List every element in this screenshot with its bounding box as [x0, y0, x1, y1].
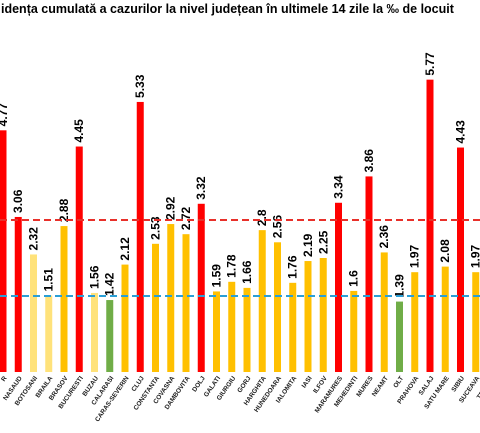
bar: [136, 101, 144, 373]
value-label: 1.42: [103, 272, 117, 296]
value-label: 2.92: [164, 196, 178, 220]
bar: [167, 224, 175, 372]
value-label: 4.45: [72, 119, 86, 143]
bar: [75, 146, 83, 372]
bar: [365, 176, 373, 372]
value-label: 4.43: [454, 120, 468, 144]
value-label: 2.72: [179, 207, 193, 231]
x-tick-label: R: [0, 375, 9, 383]
value-label: 1.97: [469, 245, 480, 269]
value-label: 1.78: [225, 254, 239, 278]
bar: [472, 272, 480, 372]
bar: [121, 264, 129, 372]
bar: [30, 254, 37, 372]
bar: [350, 290, 358, 372]
bar: [0, 130, 7, 372]
value-label: 1.39: [393, 274, 407, 298]
value-label: 2.56: [271, 215, 285, 239]
value-label: 2.88: [57, 198, 71, 222]
bar: [411, 272, 419, 372]
value-label: 1.76: [286, 255, 300, 279]
bar: [258, 230, 266, 372]
bar: [213, 291, 220, 372]
bar: [396, 301, 403, 372]
value-label: 2.8: [255, 209, 269, 226]
value-label: 1.6: [347, 270, 361, 287]
value-label: 1.51: [42, 268, 56, 292]
value-label: 2.36: [377, 225, 391, 249]
bar: [197, 203, 205, 372]
bar: [457, 147, 464, 372]
bar: [60, 226, 68, 372]
value-label: 1.97: [408, 245, 422, 269]
value-label: 5.77: [423, 52, 437, 76]
bar: [304, 261, 312, 372]
value-label: 2.08: [438, 239, 452, 263]
value-label: 4.77: [0, 103, 10, 127]
bar: [380, 252, 388, 372]
x-tick-label: IASI: [301, 375, 314, 390]
bar: [289, 282, 297, 372]
bar: [426, 79, 434, 373]
value-label: 1.66: [240, 260, 254, 284]
value-label: 5.33: [133, 74, 147, 98]
bar: [441, 266, 449, 372]
bar: [228, 281, 236, 372]
x-tick-label: OLT: [392, 375, 405, 389]
bar: [45, 295, 53, 372]
value-label: 2.12: [118, 237, 132, 261]
value-label: 2.32: [27, 227, 41, 251]
value-label: 2.25: [316, 230, 330, 254]
value-label: 2.19: [301, 233, 315, 257]
value-label: 2.53: [149, 216, 163, 240]
value-label: 3.34: [332, 175, 346, 199]
bar: [106, 300, 114, 372]
bar: [182, 234, 190, 372]
value-label: 3.06: [11, 189, 25, 213]
bar: [14, 216, 22, 372]
chart-title: idența cumulată a cazurilor la nivel jud…: [1, 2, 455, 16]
bar: [335, 202, 342, 372]
value-label: 1.56: [88, 265, 102, 289]
value-label: 1.59: [210, 264, 224, 288]
bar: [152, 243, 159, 372]
bar: [319, 258, 327, 372]
value-label: 3.32: [194, 176, 208, 200]
bar: [243, 287, 251, 372]
bar: [91, 292, 98, 372]
bar: [274, 242, 281, 372]
value-label: 3.86: [362, 149, 376, 173]
